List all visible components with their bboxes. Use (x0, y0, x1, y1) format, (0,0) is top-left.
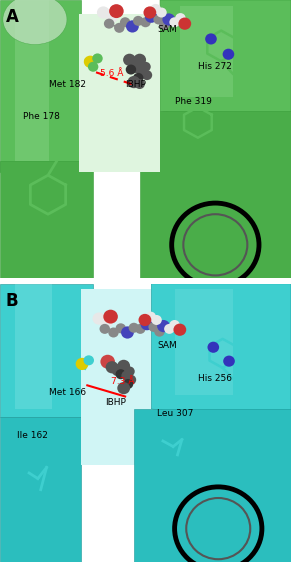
Circle shape (169, 320, 180, 330)
Text: SAM: SAM (157, 25, 177, 34)
Circle shape (97, 6, 110, 19)
Ellipse shape (3, 0, 67, 44)
Circle shape (109, 4, 124, 18)
Circle shape (173, 324, 186, 336)
Polygon shape (0, 418, 81, 562)
Circle shape (111, 364, 124, 376)
Circle shape (223, 49, 234, 60)
Circle shape (140, 62, 151, 72)
Circle shape (76, 358, 88, 370)
Circle shape (223, 356, 235, 367)
Text: 7.3 Å: 7.3 Å (111, 377, 134, 386)
Polygon shape (160, 0, 291, 125)
Circle shape (123, 54, 136, 66)
Circle shape (175, 13, 186, 23)
Polygon shape (180, 6, 233, 97)
Text: His 272: His 272 (198, 62, 232, 71)
Circle shape (134, 79, 145, 89)
Circle shape (127, 76, 140, 88)
Circle shape (162, 13, 175, 26)
Polygon shape (79, 14, 160, 173)
Circle shape (129, 58, 142, 70)
Polygon shape (151, 284, 291, 423)
Circle shape (164, 324, 175, 334)
Circle shape (126, 20, 139, 33)
Circle shape (169, 17, 180, 28)
Circle shape (117, 360, 130, 372)
Circle shape (84, 56, 97, 68)
Circle shape (135, 324, 146, 334)
Circle shape (92, 53, 103, 64)
Circle shape (141, 318, 153, 330)
Circle shape (133, 16, 143, 26)
Circle shape (132, 63, 142, 73)
Circle shape (156, 7, 167, 17)
Text: Phe 178: Phe 178 (23, 112, 60, 121)
Circle shape (100, 355, 115, 369)
Circle shape (116, 323, 126, 333)
Circle shape (88, 62, 98, 72)
Circle shape (133, 54, 146, 66)
Text: Phe 319: Phe 319 (175, 97, 212, 106)
Circle shape (154, 327, 165, 337)
Circle shape (126, 375, 136, 385)
Circle shape (100, 324, 110, 334)
Circle shape (121, 327, 134, 339)
Circle shape (142, 70, 152, 80)
Text: A: A (6, 8, 19, 26)
Text: IBHP: IBHP (105, 397, 126, 406)
Polygon shape (15, 284, 52, 409)
Circle shape (178, 17, 191, 30)
Circle shape (126, 65, 136, 75)
Circle shape (120, 17, 130, 28)
Circle shape (123, 379, 133, 389)
Circle shape (104, 19, 114, 29)
Circle shape (100, 316, 113, 328)
Text: Met 166: Met 166 (49, 388, 87, 397)
Polygon shape (134, 409, 291, 562)
Circle shape (153, 15, 164, 25)
Circle shape (133, 73, 143, 83)
Polygon shape (0, 0, 81, 173)
Circle shape (106, 361, 118, 373)
Circle shape (117, 382, 130, 395)
Circle shape (157, 320, 170, 332)
Circle shape (140, 17, 151, 28)
Circle shape (159, 20, 170, 30)
Text: Leu 307: Leu 307 (157, 409, 194, 418)
Circle shape (106, 11, 118, 23)
Circle shape (139, 314, 151, 326)
Circle shape (108, 328, 119, 338)
Text: Met 182: Met 182 (49, 80, 86, 89)
Circle shape (207, 342, 219, 353)
Polygon shape (81, 289, 151, 465)
Circle shape (150, 4, 161, 14)
Polygon shape (175, 289, 233, 395)
Circle shape (148, 322, 159, 332)
Circle shape (137, 66, 148, 76)
Circle shape (129, 323, 139, 333)
Polygon shape (0, 161, 93, 278)
Circle shape (124, 366, 135, 377)
Circle shape (116, 369, 126, 379)
Polygon shape (140, 111, 291, 278)
Circle shape (84, 355, 94, 365)
Circle shape (205, 33, 217, 44)
Text: IBHP: IBHP (125, 80, 146, 89)
Circle shape (143, 6, 156, 19)
Circle shape (145, 11, 158, 23)
Polygon shape (0, 284, 93, 418)
Text: 5.6 Å: 5.6 Å (100, 69, 124, 78)
Text: Ile 162: Ile 162 (17, 431, 48, 440)
Circle shape (93, 312, 105, 325)
Text: His 256: His 256 (198, 374, 232, 383)
Circle shape (114, 23, 125, 33)
Circle shape (151, 315, 162, 325)
Polygon shape (15, 0, 49, 161)
Circle shape (121, 370, 132, 380)
Circle shape (146, 311, 156, 321)
Circle shape (103, 310, 118, 324)
Text: B: B (6, 292, 18, 310)
Text: SAM: SAM (157, 341, 177, 350)
